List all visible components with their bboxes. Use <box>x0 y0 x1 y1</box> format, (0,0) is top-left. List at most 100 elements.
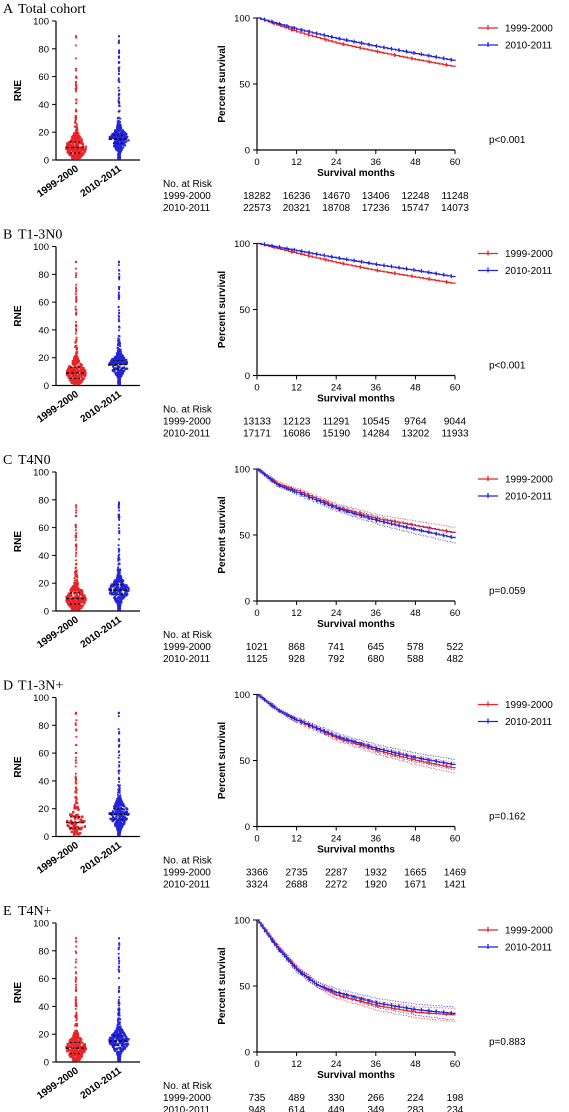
violin-point <box>76 586 79 590</box>
violin-point <box>120 354 123 357</box>
violin-point <box>118 833 121 836</box>
risk-table-header: No. at Risk <box>163 405 213 416</box>
violin-y-tick-label: 100 <box>33 17 49 28</box>
violin-point <box>76 127 78 130</box>
violin-point <box>83 1043 86 1046</box>
violin-point <box>77 599 80 602</box>
violin-point <box>120 803 123 807</box>
violin-point <box>74 524 77 527</box>
violin-point <box>83 375 86 378</box>
violin-point <box>75 99 78 102</box>
violin-point <box>76 123 78 126</box>
violin-point <box>117 1001 120 1003</box>
violin-point <box>108 1038 111 1041</box>
violin-point <box>79 379 82 383</box>
violin-point <box>74 713 77 715</box>
violin-point <box>71 147 74 150</box>
km-x-tick-label: 0 <box>254 608 259 619</box>
violin-point <box>122 357 125 360</box>
violin-point <box>75 543 78 546</box>
violin-point <box>68 1040 71 1043</box>
violin-point <box>117 1055 121 1058</box>
violin-point <box>125 589 129 593</box>
violin-point <box>117 566 120 569</box>
violin-point <box>68 813 72 816</box>
violin-point <box>74 379 77 383</box>
violin-point <box>118 128 121 131</box>
violin-point <box>72 815 75 818</box>
violin-point <box>122 361 125 364</box>
violin-point <box>118 790 121 793</box>
risk-value: 2287 <box>325 868 348 879</box>
violin-point <box>81 596 84 599</box>
legend-label: 2010-2011 <box>505 717 553 728</box>
violin-category-label: 2010-2011 <box>79 614 124 650</box>
violin-point <box>76 1033 79 1036</box>
violin-point <box>68 597 71 600</box>
violin-point <box>69 367 72 370</box>
violin-point <box>118 375 122 379</box>
violin-point <box>74 815 77 818</box>
violin-point <box>118 946 121 949</box>
violin-point <box>81 598 85 601</box>
violin-point <box>73 604 76 607</box>
km-x-tick-label: 60 <box>450 1059 461 1070</box>
violin-point <box>114 809 117 812</box>
violin-point <box>76 351 79 353</box>
violin-point <box>118 378 121 381</box>
violin-point <box>118 355 121 358</box>
violin-point <box>74 321 77 323</box>
violin-point <box>118 102 121 105</box>
violin-point <box>84 145 87 148</box>
risk-value: 20321 <box>283 203 311 214</box>
violin-point <box>118 575 120 578</box>
violin-point <box>75 562 78 565</box>
violin-point <box>123 141 126 144</box>
violin-point <box>74 996 77 999</box>
violin-point <box>75 377 78 380</box>
km-x-label: Survival months <box>317 168 395 179</box>
violin-point <box>79 151 82 154</box>
violin-point <box>77 590 80 593</box>
violin-point <box>118 517 120 520</box>
km-y-tick-label: 100 <box>234 239 250 250</box>
violin-point <box>114 1048 117 1051</box>
violin-point <box>120 815 123 818</box>
violin-point <box>117 1009 120 1011</box>
violin-point <box>118 1021 121 1024</box>
violin-point <box>74 1029 77 1032</box>
violin-point <box>118 1033 122 1036</box>
violin-point <box>75 546 78 549</box>
violin-point <box>77 1046 81 1049</box>
violin-point <box>117 791 119 794</box>
violin-point <box>116 827 119 830</box>
violin-point <box>118 1007 120 1010</box>
violin-point <box>75 551 78 554</box>
violin-point <box>121 802 124 805</box>
violin-point <box>118 996 121 999</box>
risk-value: 2688 <box>285 880 308 891</box>
violin-point <box>116 581 119 584</box>
violin-point <box>74 371 78 374</box>
violin-point <box>117 784 120 787</box>
panel-c: C T4N0020406080100RNE1999-20002010-201105… <box>3 453 553 665</box>
violin-point <box>116 368 120 371</box>
panel-title: T4N+ <box>18 904 52 919</box>
violin-point <box>76 1053 79 1056</box>
violin-point <box>77 378 81 381</box>
violin-point <box>68 1045 71 1048</box>
violin-point <box>117 350 120 353</box>
violin-point <box>118 294 121 297</box>
violin-point <box>117 956 120 959</box>
violin-point <box>78 370 81 373</box>
violin-point <box>74 1002 77 1005</box>
violin-point <box>117 1004 120 1007</box>
violin-point <box>71 1043 75 1046</box>
km-x-tick-label: 60 <box>450 834 461 845</box>
violin-point-max <box>118 260 120 263</box>
violin-point <box>118 291 120 294</box>
violin-point <box>76 813 79 817</box>
violin-point <box>75 81 77 83</box>
violin-points-group1 <box>66 711 87 837</box>
violin-point <box>118 340 121 342</box>
